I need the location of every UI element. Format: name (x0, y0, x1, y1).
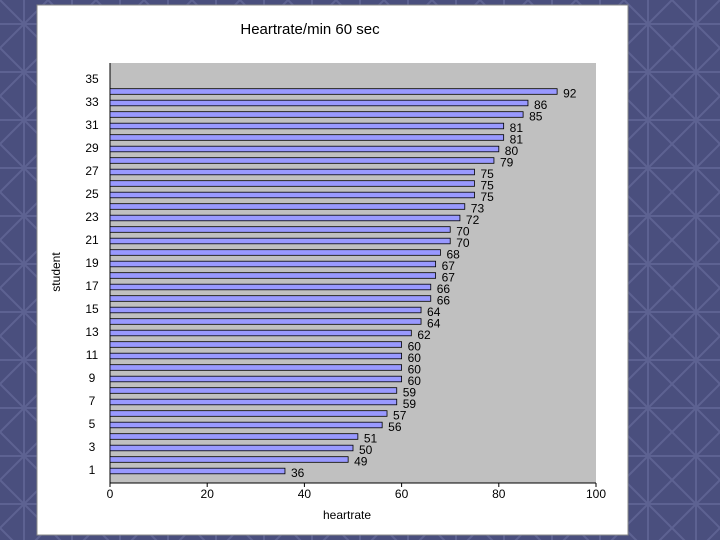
y-tick-label: 11 (86, 348, 99, 362)
value-label: 75 (481, 190, 495, 204)
bar (109, 387, 398, 394)
bar (109, 168, 475, 176)
bar (109, 203, 466, 210)
value-label: 51 (364, 432, 378, 446)
bar (109, 318, 422, 325)
value-label: 60 (408, 351, 422, 365)
y-tick-label: 33 (85, 95, 99, 109)
bar (109, 421, 383, 429)
value-label: 75 (481, 179, 495, 193)
value-label: 70 (456, 225, 470, 239)
bar (109, 111, 524, 118)
y-axis-label: student (49, 252, 63, 292)
y-tick-label: 5 (89, 417, 96, 431)
x-tick-label: 80 (492, 487, 506, 501)
value-label: 59 (403, 397, 417, 411)
value-label: 60 (408, 374, 422, 388)
bar (109, 88, 558, 95)
value-label: 67 (442, 259, 456, 273)
bar (109, 341, 403, 348)
value-label: 75 (481, 167, 495, 181)
bar (109, 191, 475, 199)
value-label: 67 (442, 271, 456, 285)
chart-title: Heartrate/min 60 sec (240, 21, 380, 38)
bar (109, 99, 529, 107)
bar (109, 260, 437, 268)
y-tick-label: 17 (85, 279, 99, 293)
y-tick-label: 25 (85, 187, 99, 201)
value-label: 81 (510, 121, 524, 135)
y-tick-label: 3 (89, 440, 96, 454)
bar (109, 467, 286, 475)
bar (109, 433, 359, 440)
value-label: 70 (456, 236, 470, 250)
bar (109, 456, 349, 463)
y-tick-label: 15 (85, 302, 99, 316)
value-label: 68 (446, 248, 460, 262)
bar (109, 180, 475, 187)
bar (109, 134, 505, 141)
value-label: 50 (359, 443, 373, 457)
bar (109, 329, 412, 337)
y-tick-label: 19 (85, 256, 99, 270)
value-label: 64 (427, 305, 441, 319)
bar (109, 145, 500, 153)
value-label: 64 (427, 317, 441, 331)
bar (109, 122, 505, 130)
x-axis-label: heartrate (323, 508, 371, 522)
value-label: 57 (393, 409, 407, 423)
y-tick-label: 23 (85, 210, 99, 224)
value-label: 62 (417, 328, 431, 342)
y-tick-label: 31 (85, 118, 99, 132)
bar (109, 237, 451, 245)
bar (109, 283, 432, 291)
y-tick-label: 29 (85, 141, 99, 155)
bar (109, 249, 441, 256)
value-label: 80 (505, 144, 519, 158)
bar (109, 410, 388, 417)
value-label: 56 (388, 420, 402, 434)
x-tick-label: 60 (395, 487, 409, 501)
x-tick-label: 20 (201, 487, 215, 501)
value-label: 66 (437, 294, 451, 308)
y-tick-label: 21 (85, 233, 99, 247)
bar (109, 352, 403, 360)
value-label: 92 (563, 87, 577, 101)
bar (109, 398, 398, 406)
bar (109, 295, 432, 302)
bar (109, 306, 422, 314)
y-tick-label: 7 (89, 394, 96, 408)
bar (109, 272, 437, 279)
y-tick-label: 35 (85, 72, 99, 86)
value-label: 85 (529, 110, 543, 124)
value-label: 66 (437, 282, 451, 296)
value-label: 59 (403, 386, 417, 400)
bar (109, 375, 403, 383)
value-label: 73 (471, 202, 485, 216)
value-label: 49 (354, 455, 368, 469)
x-tick-label: 40 (298, 487, 312, 501)
value-label: 86 (534, 98, 548, 112)
x-tick-label: 0 (107, 487, 114, 501)
value-label: 79 (500, 156, 514, 170)
x-tick-label: 100 (586, 487, 606, 501)
value-label: 60 (408, 340, 422, 354)
y-tick-label: 27 (85, 164, 99, 178)
bar (109, 214, 461, 222)
value-label: 36 (291, 466, 305, 480)
value-label: 60 (408, 363, 422, 377)
bar (109, 444, 354, 452)
value-label: 81 (510, 133, 524, 147)
y-tick-label: 1 (89, 463, 96, 477)
bar (109, 157, 495, 164)
bar (109, 364, 403, 371)
value-label: 72 (466, 213, 480, 227)
y-tick-label: 13 (85, 325, 99, 339)
y-tick-label: 9 (89, 371, 96, 385)
bar (109, 226, 451, 233)
